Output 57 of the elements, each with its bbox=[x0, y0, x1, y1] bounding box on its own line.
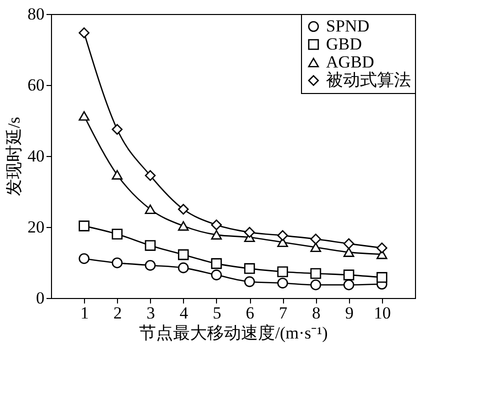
point bbox=[144, 204, 156, 214]
point bbox=[310, 268, 322, 279]
point bbox=[211, 270, 222, 280]
point bbox=[244, 263, 255, 274]
point bbox=[244, 276, 255, 288]
x-tick-label: 1 bbox=[80, 304, 89, 322]
point bbox=[343, 270, 354, 280]
point bbox=[244, 226, 255, 238]
point bbox=[144, 240, 156, 251]
point bbox=[78, 253, 90, 264]
x-tick-label: 7 bbox=[278, 304, 288, 322]
x-tick-label: 4 bbox=[180, 304, 189, 322]
point bbox=[211, 230, 222, 240]
point bbox=[144, 260, 156, 271]
point bbox=[112, 124, 123, 135]
y-tick-label: 80 bbox=[28, 4, 44, 24]
x-tick-label: 10 bbox=[374, 304, 391, 322]
point bbox=[78, 27, 90, 38]
point bbox=[211, 219, 222, 230]
legend-label: GBD bbox=[326, 34, 362, 54]
point bbox=[78, 220, 90, 232]
point bbox=[376, 272, 388, 283]
point bbox=[310, 234, 322, 244]
x-tick-label: 9 bbox=[345, 304, 354, 322]
point bbox=[343, 247, 354, 257]
y-tick-label: 40 bbox=[28, 146, 44, 166]
x-tick-label: 3 bbox=[146, 304, 156, 322]
y-tick-label: 60 bbox=[28, 76, 44, 94]
point bbox=[277, 278, 288, 288]
point bbox=[178, 249, 189, 260]
y-tick-label: 20 bbox=[28, 218, 44, 236]
legend-label: SPND bbox=[326, 16, 370, 36]
point bbox=[277, 230, 288, 241]
point bbox=[112, 257, 123, 268]
point bbox=[178, 262, 189, 274]
y-axis-title: 发现时延/s bbox=[4, 116, 24, 196]
point bbox=[78, 111, 90, 121]
y-tick-label: 0 bbox=[36, 288, 44, 308]
point bbox=[112, 170, 123, 180]
legend-label: 被动式算法 bbox=[326, 70, 411, 90]
legend-label: AGBD bbox=[326, 52, 374, 72]
point bbox=[376, 242, 388, 254]
point bbox=[310, 242, 322, 252]
point bbox=[343, 238, 354, 250]
x-tick-label: 8 bbox=[312, 304, 320, 322]
point bbox=[277, 266, 288, 278]
point bbox=[178, 221, 189, 231]
point bbox=[211, 258, 222, 269]
point bbox=[144, 170, 156, 181]
point bbox=[112, 228, 123, 240]
point bbox=[343, 279, 354, 290]
point bbox=[310, 279, 322, 290]
x-tick-label: 6 bbox=[246, 304, 254, 322]
x-tick-label: 5 bbox=[212, 304, 222, 322]
x-axis-title: 节点最大移动速度/(m·s⁻¹) bbox=[139, 324, 328, 342]
point bbox=[178, 204, 189, 215]
x-tick-label: 2 bbox=[113, 304, 122, 322]
